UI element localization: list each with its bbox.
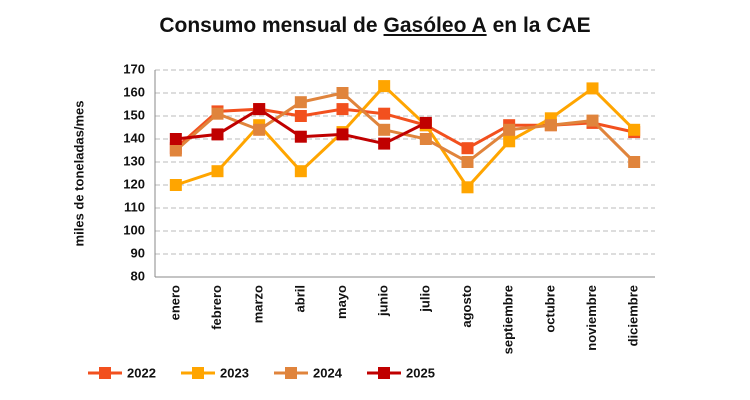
- point-marker: [169, 133, 182, 145]
- point-marker: [294, 96, 307, 109]
- point-marker: [586, 82, 599, 95]
- point-marker: [169, 144, 182, 157]
- point-marker: [336, 103, 349, 116]
- point-marker: [211, 107, 224, 120]
- y-tick-label: 90: [131, 245, 145, 260]
- y-axis-label: miles de toneladas/mes: [71, 101, 86, 247]
- x-tick-label: enero: [167, 285, 182, 320]
- point-marker: [378, 80, 391, 93]
- x-tick-label: junio: [376, 285, 391, 317]
- title-part: en la CAE: [492, 14, 591, 37]
- x-tick-label: marzo: [251, 285, 266, 323]
- legend-marker: [285, 367, 297, 379]
- series-line: [174, 91, 636, 164]
- point-marker: [419, 116, 432, 129]
- point-marker: [336, 128, 349, 141]
- title-underlined: Gasóleo A: [383, 14, 487, 37]
- y-tick-label: 120: [123, 176, 145, 191]
- point-marker: [378, 107, 391, 120]
- point-marker: [419, 133, 432, 145]
- legend-marker: [378, 367, 390, 379]
- x-tick-label: noviembre: [584, 285, 599, 351]
- point-marker: [503, 135, 516, 148]
- point-marker: [336, 87, 349, 99]
- legend-label: 2022: [127, 365, 156, 380]
- point-marker: [294, 165, 307, 178]
- legend-marker: [192, 367, 204, 379]
- y-tick-label: 160: [123, 84, 145, 99]
- legend-label: 2025: [406, 365, 435, 380]
- y-tick-label: 80: [131, 268, 145, 283]
- y-tick-label: 150: [123, 107, 145, 122]
- x-tick-label: julio: [417, 285, 432, 313]
- y-tick-label: 170: [123, 61, 145, 76]
- point-marker: [211, 128, 224, 141]
- point-marker: [628, 123, 641, 136]
- point-marker: [211, 165, 224, 178]
- x-tick-label: diciembre: [626, 285, 641, 346]
- legend-label: 2024: [313, 365, 343, 380]
- x-tick-label: abril: [292, 285, 307, 312]
- point-marker: [378, 123, 391, 136]
- y-tick-label: 140: [123, 130, 145, 145]
- y-tick-label: 100: [123, 222, 145, 237]
- y-tick-label: 110: [124, 199, 145, 214]
- point-marker: [169, 179, 182, 191]
- title-part: Consumo mensual de: [159, 14, 378, 37]
- point-marker: [461, 181, 474, 194]
- point-marker: [586, 114, 599, 127]
- point-marker: [253, 103, 266, 116]
- y-tick-label: 130: [123, 153, 145, 168]
- x-tick-label: mayo: [334, 285, 349, 319]
- point-marker: [461, 156, 474, 168]
- point-marker: [294, 130, 307, 143]
- series-line: [175, 83, 636, 190]
- point-marker: [503, 123, 516, 136]
- point-marker: [544, 119, 557, 132]
- point-marker: [461, 142, 474, 155]
- x-tick-label: septiembre: [501, 285, 516, 354]
- point-marker: [628, 156, 641, 168]
- point-marker: [378, 137, 391, 150]
- point-marker: [253, 123, 266, 136]
- x-tick-label: febrero: [209, 285, 224, 330]
- legend-marker: [99, 367, 111, 379]
- x-tick-label: agosto: [459, 285, 474, 328]
- x-tick-label: octubre: [542, 285, 557, 333]
- legend-label: 2023: [220, 365, 249, 380]
- point-marker: [294, 110, 307, 122]
